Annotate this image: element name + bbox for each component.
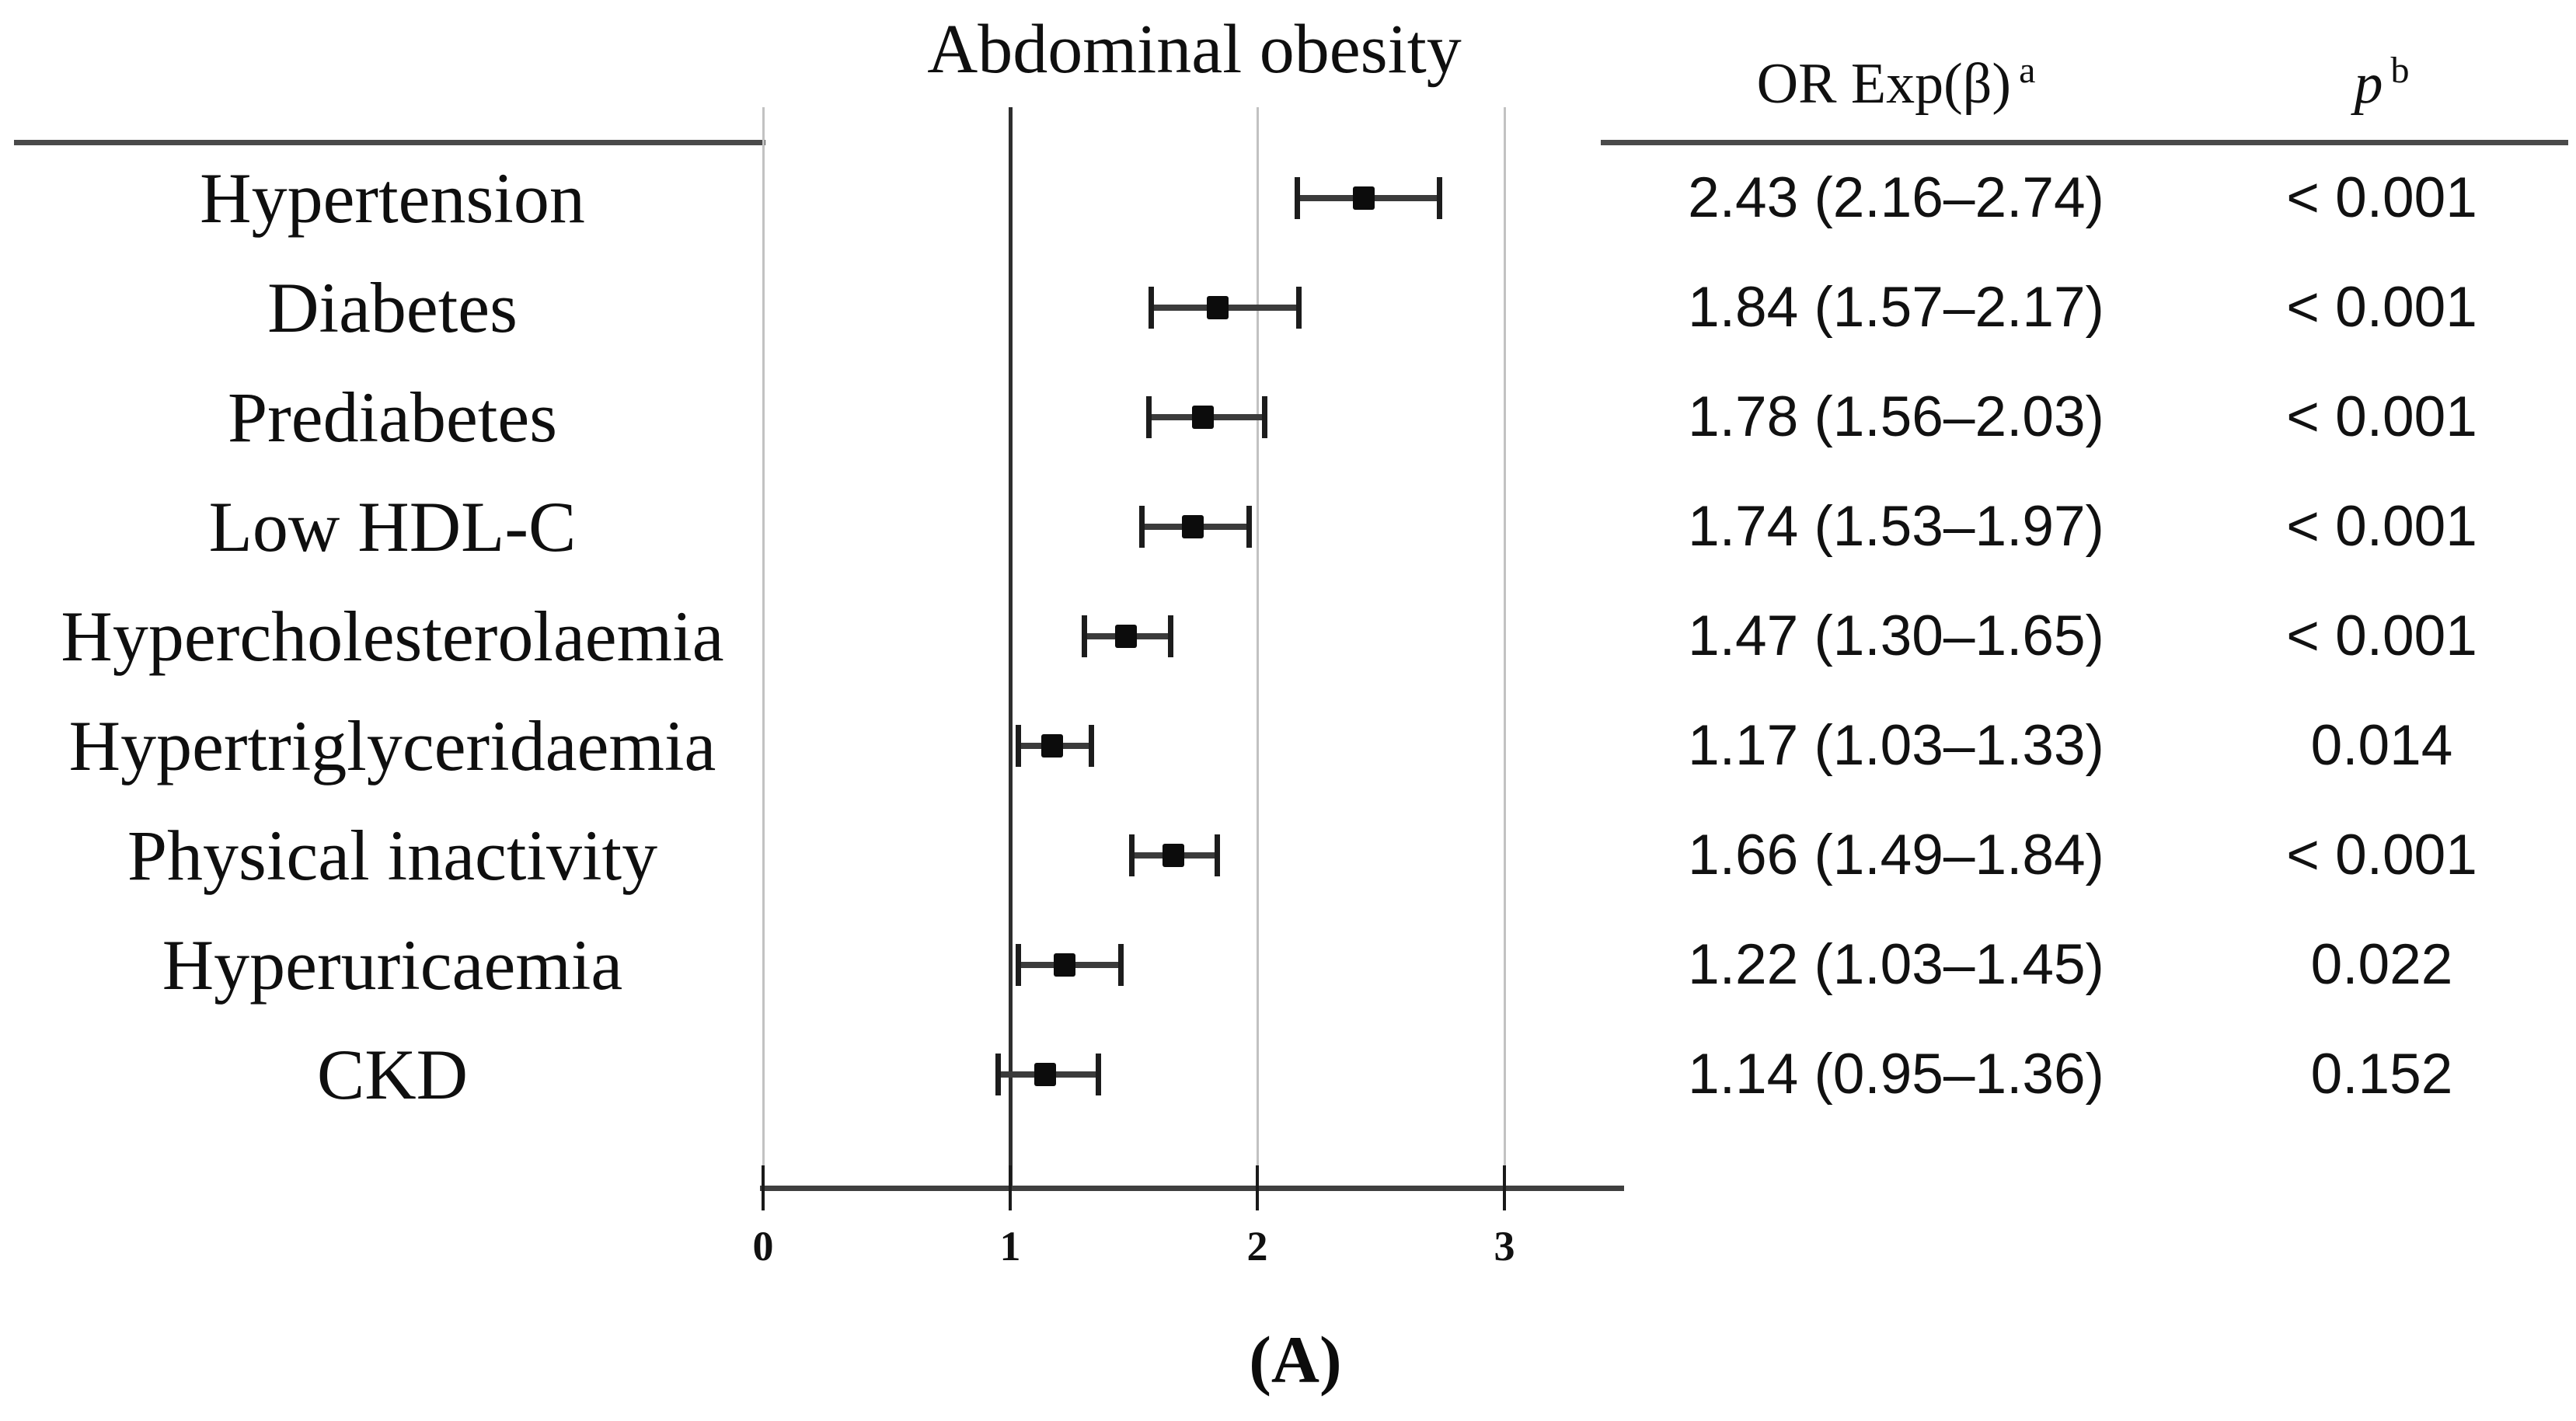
ci-cap-high — [1096, 1054, 1102, 1095]
or-marker — [1352, 186, 1375, 210]
row-label: Low HDL-C — [208, 487, 577, 566]
or-value: 2.43 (2.16–2.74) — [1688, 166, 2104, 229]
ci-cap-high — [1167, 615, 1173, 657]
ci-cap-high — [1246, 506, 1253, 548]
gridline-2 — [1256, 107, 1259, 1186]
chart-title: Abdominal obesity — [927, 11, 1462, 88]
p-value: < 0.001 — [2286, 385, 2477, 448]
ci-cap-low — [1015, 944, 1021, 986]
left-header-rule — [14, 140, 765, 145]
ci-cap-low — [1128, 834, 1135, 876]
p-value: < 0.001 — [2286, 276, 2477, 339]
right-header-rule — [1601, 140, 2568, 145]
gridline-0 — [762, 107, 765, 1186]
p-value: < 0.001 — [2286, 495, 2477, 558]
ci-cap-high — [1437, 177, 1443, 219]
ci-cap-low — [1082, 615, 1088, 657]
panel-caption: (A) — [1249, 1322, 1342, 1397]
ci-cap-low — [1015, 725, 1021, 767]
row-label: CKD — [316, 1035, 469, 1114]
ci-cap-high — [1118, 944, 1124, 986]
ci-cap-high — [1261, 396, 1267, 438]
row-label: Physical inactivity — [127, 816, 658, 895]
ci-cap-high — [1296, 287, 1302, 329]
or-marker — [1162, 844, 1184, 867]
x-tick-label-1: 1 — [999, 1223, 1021, 1269]
or-value: 1.14 (0.95–1.36) — [1688, 1043, 2104, 1106]
or-marker — [1182, 515, 1204, 538]
or-marker — [1192, 406, 1215, 429]
x-tick-3 — [1503, 1165, 1506, 1210]
ci-cap-low — [1138, 506, 1145, 548]
or-value: 1.17 (1.03–1.33) — [1688, 714, 2104, 777]
or-header-footnote-a: a — [2019, 50, 2036, 92]
or-value: 1.74 (1.53–1.97) — [1688, 495, 2104, 558]
reference-line-1 — [1008, 107, 1013, 1189]
x-tick-1 — [1009, 1165, 1012, 1210]
or-value: 1.22 (1.03–1.45) — [1688, 933, 2104, 996]
row-label: Diabetes — [267, 268, 518, 347]
x-tick-label-0: 0 — [752, 1223, 774, 1269]
or-marker — [1053, 953, 1075, 977]
x-axis-line — [760, 1186, 1624, 1191]
or-value: 1.47 (1.30–1.65) — [1688, 604, 2104, 667]
ci-cap-low — [1149, 287, 1155, 329]
row-label: Hyperuricaemia — [162, 925, 623, 1005]
ci-cap-high — [1215, 834, 1221, 876]
p-header-text: p — [2354, 52, 2383, 116]
or-header-text: OR Exp(β) — [1756, 52, 2012, 116]
ci-cap-high — [1088, 725, 1094, 767]
or-marker — [1041, 734, 1064, 758]
or-marker — [1115, 625, 1138, 648]
x-tick-2 — [1256, 1165, 1259, 1210]
or-marker — [1034, 1063, 1056, 1086]
row-label: Hypercholesterolaemia — [61, 597, 724, 676]
ci-cap-low — [1146, 396, 1152, 438]
p-value: < 0.001 — [2286, 166, 2477, 229]
p-value: 0.014 — [2310, 714, 2453, 777]
p-value: < 0.001 — [2286, 824, 2477, 886]
or-column-header: OR Exp(β) a — [1655, 44, 2137, 124]
p-header-footnote-b: b — [2390, 50, 2410, 92]
ci-cap-low — [995, 1054, 1002, 1095]
or-marker — [1207, 296, 1229, 319]
row-label: Prediabetes — [227, 378, 558, 457]
p-value: 0.022 — [2310, 933, 2453, 996]
or-value: 1.84 (1.57–2.17) — [1688, 276, 2104, 339]
x-tick-0 — [762, 1165, 765, 1210]
p-value: 0.152 — [2310, 1043, 2453, 1106]
ci-cap-low — [1294, 177, 1300, 219]
x-tick-label-3: 3 — [1494, 1223, 1515, 1269]
row-label: Hypertriglyceridaemia — [68, 706, 716, 785]
x-tick-label-2: 2 — [1246, 1223, 1268, 1269]
gridline-3 — [1503, 107, 1506, 1186]
row-label: Hypertension — [200, 158, 585, 238]
p-value: < 0.001 — [2286, 604, 2477, 667]
or-value: 1.78 (1.56–2.03) — [1688, 385, 2104, 448]
or-value: 1.66 (1.49–1.84) — [1688, 824, 2104, 886]
